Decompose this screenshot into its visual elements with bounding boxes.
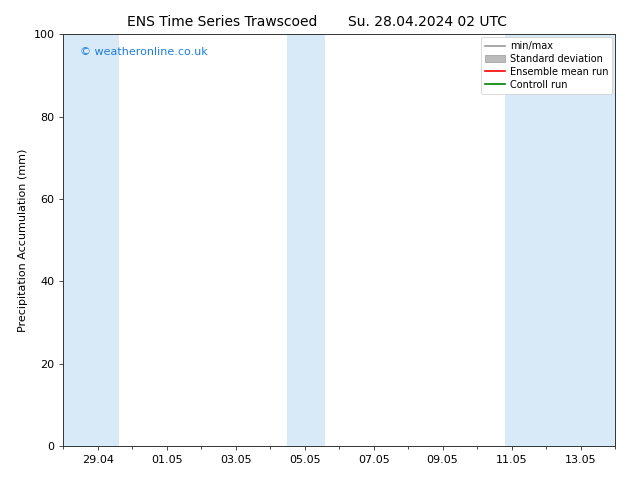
Bar	[63, 34, 119, 446]
Bar	[505, 34, 615, 446]
Y-axis label: Precipitation Accumulation (mm): Precipitation Accumulation (mm)	[18, 148, 28, 332]
Text: © weatheronline.co.uk: © weatheronline.co.uk	[80, 47, 208, 57]
Bar	[287, 34, 325, 446]
Text: ENS Time Series Trawscoed       Su. 28.04.2024 02 UTC: ENS Time Series Trawscoed Su. 28.04.2024…	[127, 15, 507, 29]
Legend: min/max, Standard deviation, Ensemble mean run, Controll run: min/max, Standard deviation, Ensemble me…	[481, 37, 612, 94]
